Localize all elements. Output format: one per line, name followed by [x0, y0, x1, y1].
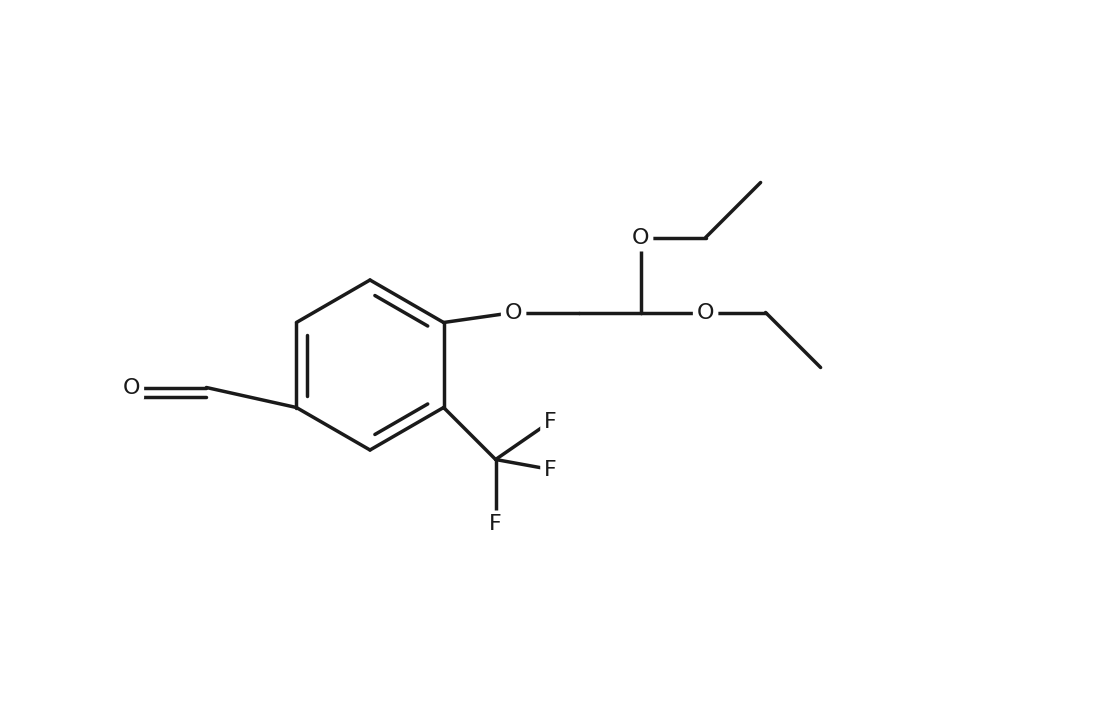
Text: F: F [544, 459, 557, 480]
Text: F: F [489, 515, 502, 534]
Text: O: O [632, 228, 649, 248]
Text: O: O [697, 302, 714, 323]
Text: O: O [505, 302, 523, 323]
Text: F: F [544, 412, 557, 431]
Text: O: O [122, 377, 140, 397]
